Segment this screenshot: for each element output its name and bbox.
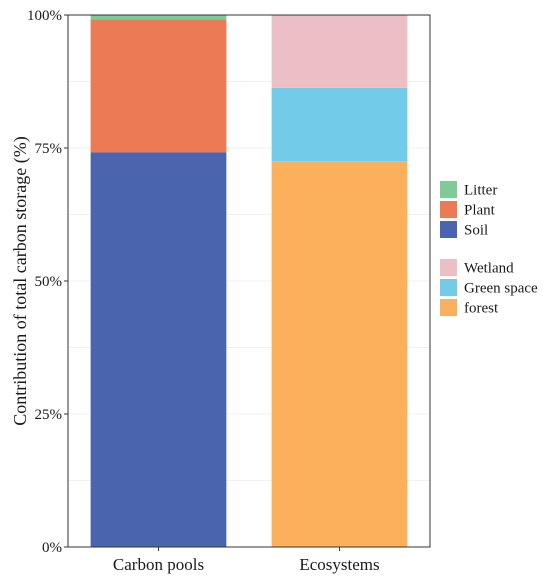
y-tick-label: 0% — [42, 540, 62, 556]
legend-label-litter: Litter — [464, 183, 497, 199]
y-tick-label: 25% — [35, 407, 63, 423]
bar-segment-soil — [90, 152, 227, 548]
legend-label-green-space: Green space — [464, 281, 538, 297]
bars — [90, 15, 408, 548]
bar-segment-litter — [90, 15, 227, 20]
legend-label-plant: Plant — [464, 203, 496, 219]
legend-key-green-space — [440, 279, 457, 296]
legend-key-forest — [440, 299, 457, 316]
x-axis: Carbon pools Ecosystems — [113, 547, 380, 574]
legend-label-forest: forest — [464, 301, 499, 317]
legend-key-wetland — [440, 259, 457, 276]
bar-segment-wetland — [271, 15, 408, 88]
legend: Litter Plant Soil Wetland Green space forest — [440, 181, 538, 317]
legend-key-litter — [440, 181, 457, 198]
legend-label-wetland: Wetland — [464, 261, 514, 277]
y-tick-label: 75% — [35, 141, 63, 157]
legend-key-plant — [440, 201, 457, 218]
x-tick-label: Carbon pools — [113, 555, 204, 574]
x-tick-label: Ecosystems — [299, 555, 379, 574]
legend-label-soil: Soil — [464, 223, 488, 239]
bar-segment-green-space — [271, 87, 408, 162]
y-tick-label: 100% — [27, 8, 62, 24]
y-axis-title: Contribution of total carbon storage (%) — [10, 136, 31, 425]
bar-segment-plant — [90, 19, 227, 153]
y-tick-label: 50% — [35, 274, 63, 290]
legend-key-soil — [440, 221, 457, 238]
bar-segment-forest — [271, 161, 408, 548]
y-axis: 0% 25% 50% 75% 100% — [27, 8, 68, 556]
